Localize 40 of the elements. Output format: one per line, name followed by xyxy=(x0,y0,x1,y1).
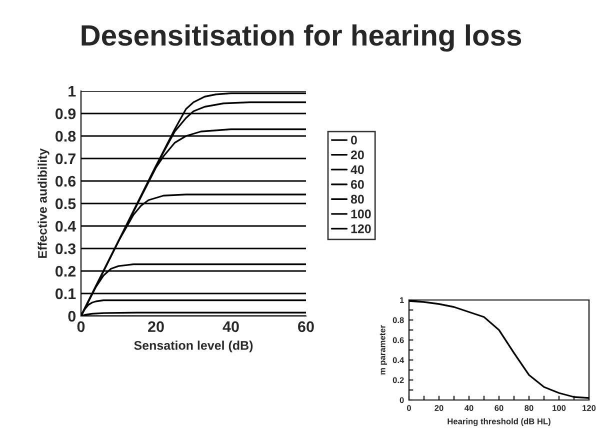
x-tick-label: 100 xyxy=(552,405,566,411)
legend-label: 0 xyxy=(350,136,357,145)
y-tick-label: 0 xyxy=(68,310,76,322)
y-tick-label: 1 xyxy=(400,297,404,304)
y-tick-label: 0.4 xyxy=(392,357,404,364)
x-tick-label: 0 xyxy=(407,405,411,411)
y-tick-label: 0 xyxy=(400,397,404,404)
legend-label: 60 xyxy=(350,180,364,189)
y-axis-title: Effective audibility xyxy=(38,148,50,258)
y-tick-label: 0.4 xyxy=(56,220,76,232)
y-tick-label: 0.8 xyxy=(56,130,76,142)
y-tick-label: 0.9 xyxy=(56,108,76,120)
x-tick-label: 60 xyxy=(298,321,314,332)
y-tick-label: 0.5 xyxy=(56,198,76,210)
y-tick-label: 0.2 xyxy=(56,266,76,277)
x-axis-title: Sensation level (dB) xyxy=(134,340,253,352)
x-tick-label: 20 xyxy=(434,405,444,411)
y-tick-label: 0.1 xyxy=(56,288,76,300)
x-tick-label: 0 xyxy=(77,321,85,332)
x-tick-label: 20 xyxy=(148,321,164,332)
legend-label: 40 xyxy=(350,165,364,174)
y-tick-label: 0.8 xyxy=(392,317,404,324)
x-tick-label: 60 xyxy=(494,405,504,411)
y-tick-label: 1 xyxy=(68,86,76,97)
x-tick-label: 40 xyxy=(222,321,239,332)
y-tick-label: 0.6 xyxy=(392,337,404,344)
chart-title: Desensitisation for hearing loss xyxy=(82,24,522,52)
y-tick-label: 0.7 xyxy=(56,153,76,164)
y-tick-label: 0.3 xyxy=(56,243,76,254)
x-tick-label: 40 xyxy=(464,405,474,411)
y-axis-title: m parameter xyxy=(380,325,387,374)
legend-label: 100 xyxy=(351,210,371,218)
y-tick-label: 0.2 xyxy=(392,377,404,384)
x-tick-label: 120 xyxy=(582,405,596,411)
legend-label: 20 xyxy=(350,150,364,160)
x-axis-title: Hearing threshold (dB HL) xyxy=(448,418,550,426)
x-tick-label: 80 xyxy=(524,405,534,411)
legend-label: 80 xyxy=(350,194,364,204)
legend-label: 120 xyxy=(351,224,371,234)
y-tick-label: 0.6 xyxy=(56,176,76,187)
